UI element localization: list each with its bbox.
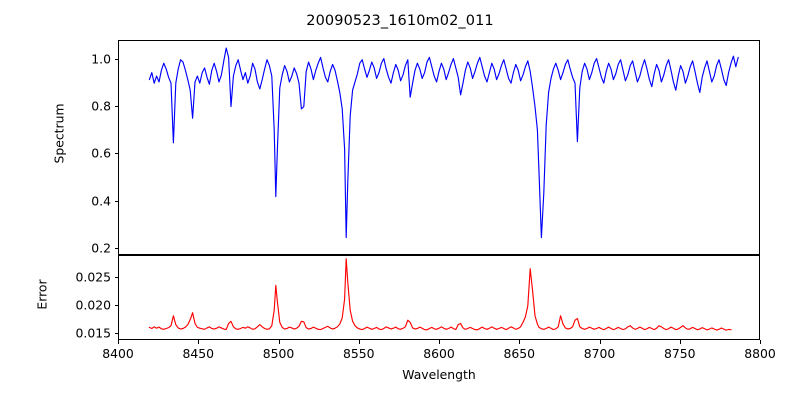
spectrum-plot-area [118,40,760,255]
tick-label: 0.015 [75,325,111,341]
tick-label: 8600 [423,346,455,361]
figure-title: 20090523_1610m02_011 [306,13,494,29]
tick-label: 8750 [663,346,696,361]
tick-mark [114,106,118,108]
tick-mark [439,340,441,344]
tick-label: 0.2 [91,240,111,256]
tick-label: 0.020 [75,297,111,313]
tick-label: 8700 [583,346,616,361]
tick-mark [114,200,118,202]
tick-label: 8450 [182,346,215,361]
tick-label: 8500 [262,346,295,361]
tick-label: 0.8 [91,98,111,114]
error-plot-area [118,255,760,340]
tick-mark [198,340,200,344]
tick-mark [114,247,118,249]
tick-mark [114,153,118,155]
tick-mark [114,58,118,60]
tick-label: 8800 [744,346,776,361]
tick-mark [114,304,118,306]
spectrum-data-line [148,47,739,239]
tick-mark [358,340,360,344]
error-y-axis-label: Error [34,279,50,310]
tick-mark [118,340,120,344]
spectrum-y-axis-label: Spectrum [51,103,67,164]
error-data-line [148,258,732,331]
spectrum-line-svg [148,47,739,239]
tick-label: 0.025 [75,269,111,285]
tick-label: 8650 [503,346,536,361]
tick-label: 1.0 [91,51,111,67]
x-axis-label: Wavelength [402,367,476,382]
tick-mark [114,276,118,278]
tick-label: 8550 [342,346,375,361]
tick-label: 0.4 [91,193,111,209]
tick-mark [278,340,280,344]
tick-mark [679,340,681,344]
tick-mark [519,340,521,344]
tick-label: 0.6 [91,145,111,161]
tick-mark [760,340,762,344]
error-line-svg [148,258,732,331]
tick-mark [599,340,601,344]
tick-label: 8400 [102,346,134,361]
tick-mark [114,333,118,335]
